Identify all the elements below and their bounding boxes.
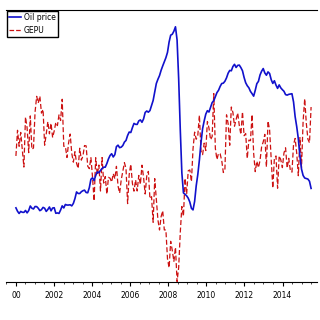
Legend: Oil price, GEPU: Oil price, GEPU	[7, 11, 58, 37]
